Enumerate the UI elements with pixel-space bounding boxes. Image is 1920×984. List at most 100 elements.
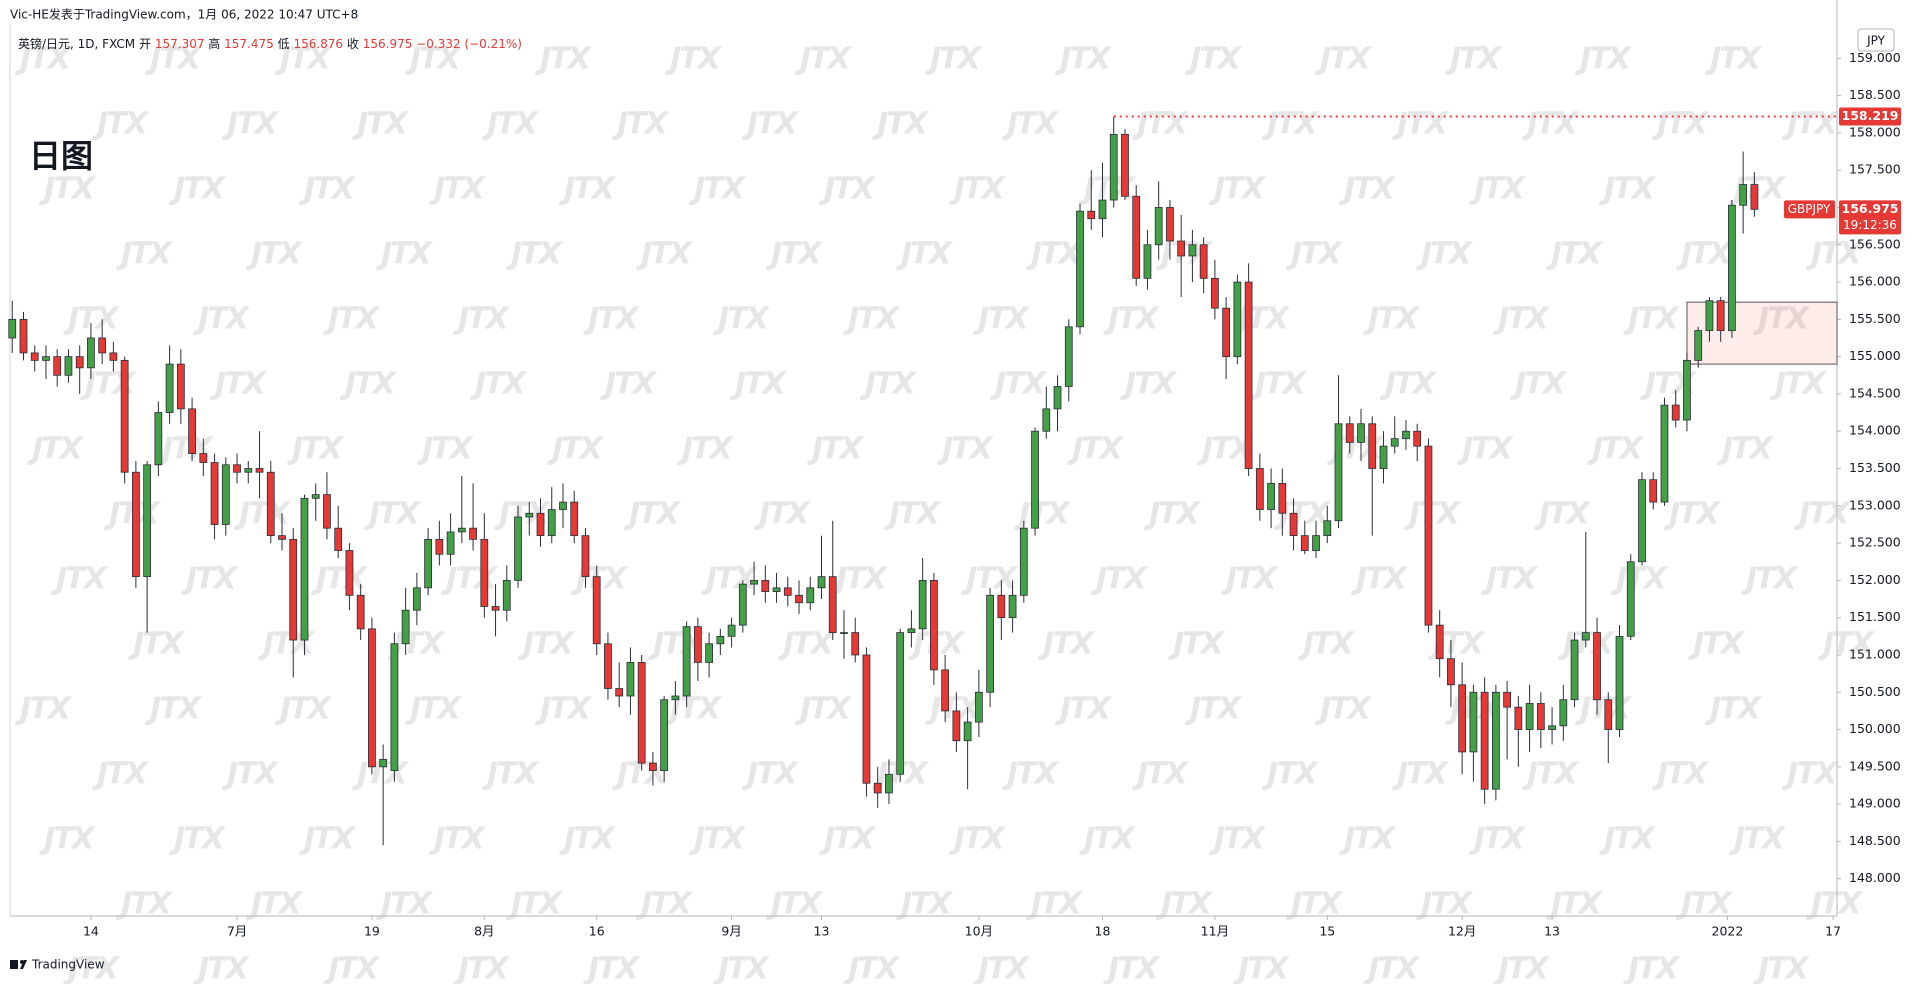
- watermark: JTX: [246, 237, 304, 272]
- watermark: JTX: [730, 367, 788, 402]
- candle-body: [188, 408, 196, 454]
- candle-body: [1064, 326, 1073, 387]
- y-tick-label: 150.500: [1849, 684, 1901, 699]
- currency: JPY: [1866, 34, 1886, 48]
- watermark: JTX: [323, 302, 381, 337]
- candle-body: [963, 721, 972, 742]
- watermark: JTX: [193, 302, 251, 337]
- watermark: JTX: [677, 432, 735, 467]
- candle-body: [547, 509, 556, 537]
- candle-body: [1368, 423, 1377, 469]
- watermark: JTX: [405, 692, 463, 727]
- candle-body: [323, 494, 331, 529]
- price-label: 156.975: [1842, 201, 1899, 216]
- candle-body: [491, 606, 500, 611]
- candle-body: [682, 626, 691, 697]
- watermark: JTX: [1688, 627, 1746, 662]
- legend-item: 高: [208, 36, 220, 51]
- candle-body: [1548, 725, 1556, 730]
- candle-body: [1593, 632, 1601, 701]
- watermark: JTX: [1575, 42, 1633, 77]
- candle-body: [42, 356, 50, 361]
- watermark: JTX: [1168, 627, 1226, 662]
- watermark: JTX: [1493, 302, 1551, 337]
- watermark: JTX: [1392, 757, 1450, 792]
- candle-body: [30, 352, 39, 361]
- watermark: JTX: [470, 367, 528, 402]
- candle-body: [1559, 699, 1568, 727]
- watermark: JTX: [1067, 432, 1125, 467]
- watermark: JTX: [754, 497, 812, 532]
- candle-body: [1188, 244, 1197, 257]
- watermark: JTX: [819, 172, 877, 207]
- level-label: 158.219: [1842, 108, 1899, 123]
- candle-body: [1312, 535, 1320, 551]
- watermark: JTX: [506, 237, 564, 272]
- watermark: JTX: [1510, 367, 1568, 402]
- watermark: JTX: [872, 107, 930, 142]
- candle-body: [1267, 483, 1275, 510]
- watermark: JTX: [311, 562, 369, 597]
- candle-body: [1626, 561, 1635, 637]
- candle-body: [862, 654, 871, 784]
- candle-body: [525, 512, 534, 518]
- watermark: JTX: [275, 42, 333, 77]
- candle-body: [356, 594, 365, 630]
- watermark: JTX: [636, 237, 694, 272]
- candle-body: [1581, 632, 1590, 641]
- watermark: JTX: [1262, 757, 1320, 792]
- y-tick-label: 156.000: [1849, 274, 1901, 289]
- candle-body: [435, 538, 444, 555]
- watermark: JTX: [1079, 822, 1137, 857]
- candle-body: [581, 535, 590, 578]
- watermark: JTX: [1782, 107, 1840, 142]
- candle-body: [1694, 330, 1703, 361]
- legend-item: 英镑/日元, 1D, FXCM: [18, 36, 135, 51]
- candle-body: [165, 363, 174, 413]
- candle-body: [1750, 184, 1759, 210]
- watermark: JTX: [1392, 107, 1450, 142]
- watermark: JTX: [1286, 237, 1344, 272]
- candle-body: [952, 710, 961, 742]
- y-tick-label: 158.000: [1849, 124, 1901, 139]
- x-tick-label: 14: [83, 924, 99, 939]
- y-tick-label: 154.500: [1849, 385, 1901, 400]
- watermark: JTX: [896, 237, 954, 272]
- watermark: JTX: [1014, 497, 1072, 532]
- candle-body: [693, 626, 702, 663]
- candle-body: [930, 579, 938, 671]
- watermark: JTX: [583, 952, 641, 984]
- watermark: JTX: [80, 367, 138, 402]
- watermark: JTX: [1002, 757, 1060, 792]
- legend-item: 157.475: [224, 37, 274, 51]
- watermark: JTX: [299, 822, 357, 857]
- level-tag: [1839, 107, 1901, 126]
- watermark: JTX: [973, 952, 1031, 984]
- watermark: JTX: [1315, 692, 1373, 727]
- candle-body: [1019, 527, 1028, 596]
- candle-body: [1739, 184, 1748, 206]
- legend-item: −0.332 (−0.21%): [416, 37, 522, 51]
- candle-body: [671, 695, 680, 701]
- y-tick-label: 151.000: [1849, 646, 1901, 661]
- watermark: JTX: [1055, 692, 1113, 727]
- watermark: JTX: [1351, 562, 1409, 597]
- candle-body: [727, 624, 736, 637]
- watermark: JTX: [1623, 952, 1681, 984]
- candle-body: [637, 662, 646, 764]
- legend: 英镑/日元, 1D, FXCM 开 157.307 高 157.475 低 15…: [18, 36, 522, 51]
- candle-body: [255, 468, 264, 473]
- currency-box: [1857, 28, 1895, 52]
- candle-body: [199, 453, 208, 463]
- candle-body: [570, 501, 579, 537]
- watermark: JTX: [1221, 562, 1279, 597]
- watermark: JTX: [689, 172, 747, 207]
- watermark: JTX: [1233, 302, 1291, 337]
- watermark: JTX: [1363, 952, 1421, 984]
- header: Vic-HE发表于TradingView.com，1月 06, 2022 10:…: [10, 7, 358, 22]
- candle-body: [885, 773, 893, 794]
- watermark: JTX: [1233, 952, 1291, 984]
- watermark: JTX: [169, 822, 227, 857]
- candle-body: [1166, 207, 1174, 242]
